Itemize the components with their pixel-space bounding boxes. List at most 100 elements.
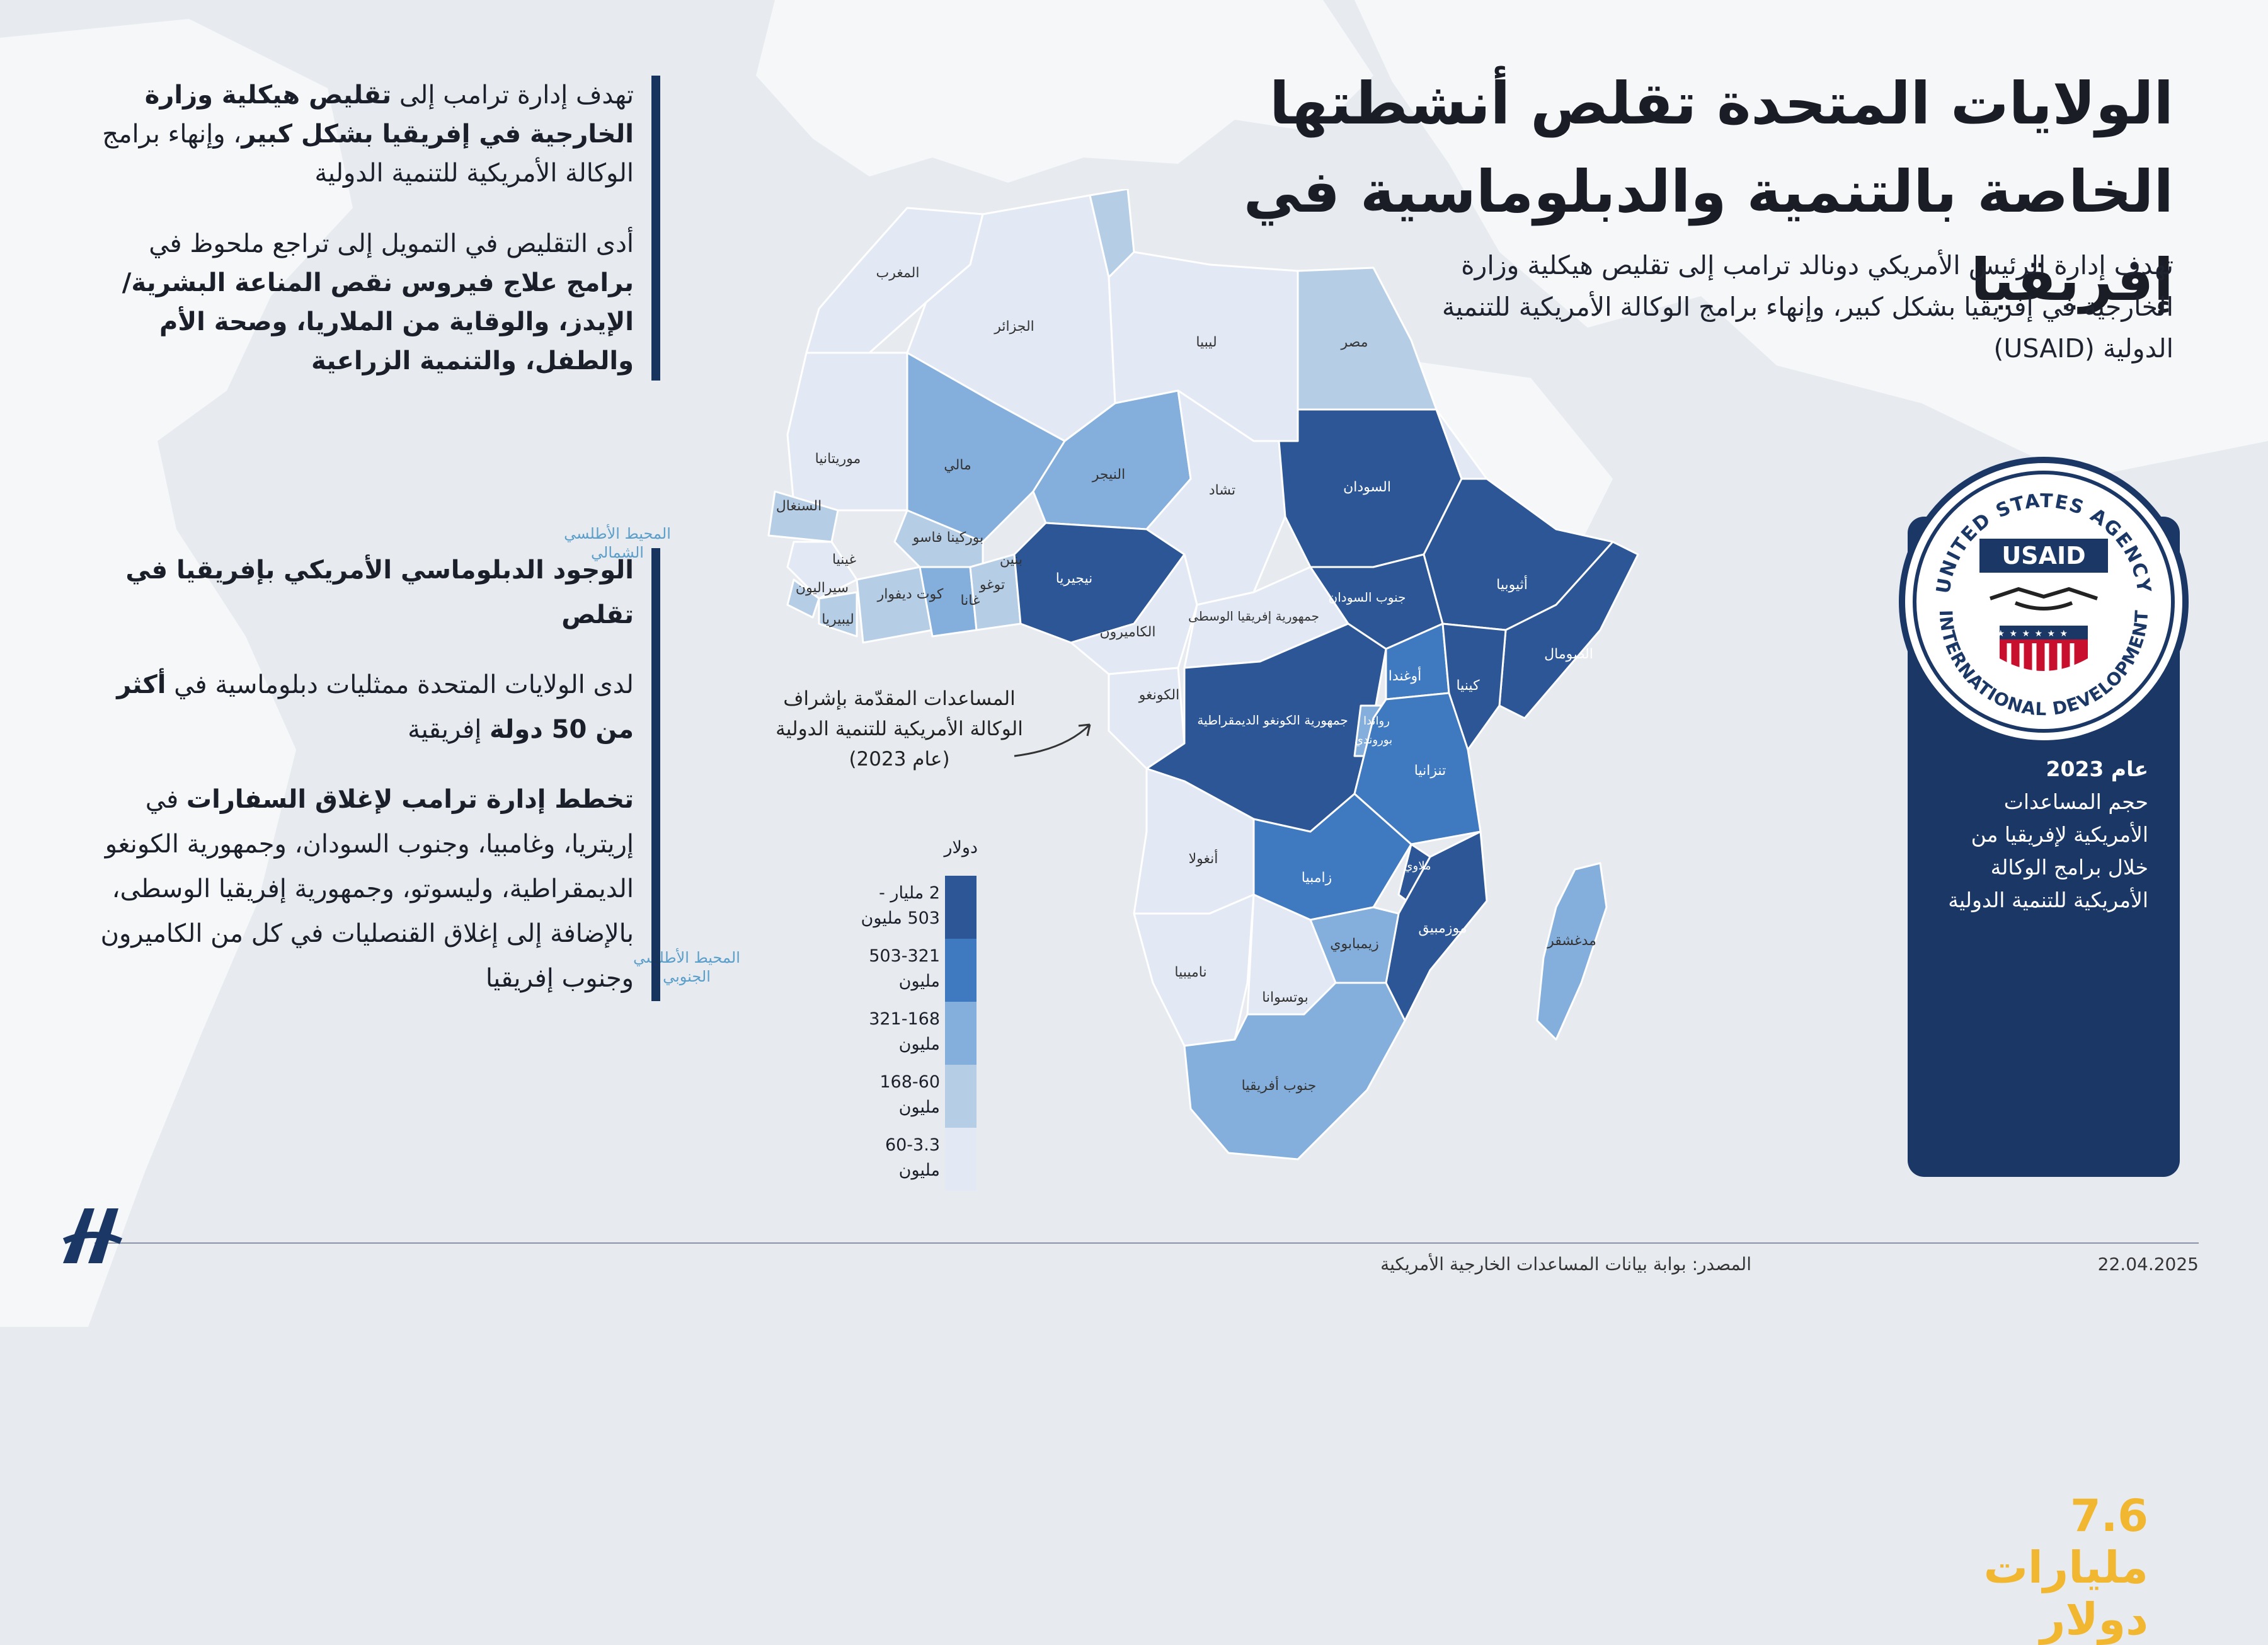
- usaid-description: عام 2023 حجم المساعدات الأمريكية لإفريقي…: [1934, 753, 2148, 917]
- legend-swatch: [945, 1065, 976, 1128]
- label-guinea: غينيا: [832, 552, 856, 568]
- label-mauritania: موريتانيا: [815, 451, 861, 467]
- country-labels: المغرب الجزائر ليبيا مصر موريتانيا مالي …: [776, 265, 1596, 1094]
- country-sierra-leone: [786, 578, 820, 619]
- label-nigeria: نيجيريا: [1056, 571, 1093, 587]
- label-south-sudan: جنوب السودان: [1329, 590, 1406, 605]
- aa-logo-icon: [62, 1208, 123, 1263]
- legend-item: 321-168 مليون: [869, 1002, 976, 1065]
- country-namibia: [1133, 893, 1255, 1047]
- publish-date: 22.04.2025: [2097, 1254, 2199, 1275]
- label-madagascar: مدغشقر: [1547, 933, 1596, 949]
- country-mauritania: [786, 352, 908, 512]
- svg-text:★: ★: [2009, 629, 2017, 639]
- country-egypt: [1297, 267, 1438, 411]
- source-note: المصدر: بوابة بيانات المساعدات الخارجية …: [1380, 1254, 1751, 1275]
- svg-text:★: ★: [2047, 629, 2055, 639]
- info-panel-top-paragraph-2: أدى التقليص في التمويل إلى تراجع ملحوظ ف…: [122, 229, 634, 375]
- country-madagascar: [1536, 862, 1608, 1041]
- legend-item: 168-60 مليون: [877, 1065, 976, 1128]
- usaid-amount-block: 7.6 مليارات دولار: [1984, 1490, 2148, 1645]
- label-somalia: الصومال: [1544, 646, 1593, 662]
- legend-unit: دولار: [944, 838, 978, 857]
- legend-label: 2 مليار - 503 مليون: [861, 883, 940, 928]
- label-burkina: بوركينا فاسو: [912, 530, 984, 546]
- legend-item: 60-3.3 مليون: [877, 1128, 976, 1191]
- info-panel-top-paragraph-1: تهدف إدارة ترامب إلى تقليص هيكلية وزارة …: [102, 81, 634, 188]
- label-botswana: بوتسوانا: [1262, 990, 1309, 1006]
- usaid-amount: 7.6: [2070, 1490, 2148, 1542]
- label-angola: أنغولا: [1189, 849, 1218, 867]
- label-chad: تشاد: [1209, 483, 1235, 498]
- legend-label: 321-168 مليون: [869, 1009, 940, 1054]
- legend-swatch: [945, 1128, 976, 1191]
- label-sudan: السودان: [1343, 479, 1391, 495]
- info-panel-bottom-paragraph-2: تخطط إدارة ترامب لإغلاق السفارات في إريت…: [100, 785, 634, 993]
- annotation-arrowhead: [1078, 723, 1091, 737]
- usaid-year: عام 2023: [2046, 757, 2148, 781]
- country-tanzania: [1353, 692, 1482, 845]
- usaid-seal-graphic: UNITED STATES AGENCY INTERNATIONAL DEVEL…: [1913, 471, 2175, 733]
- ocean-label-south: المحيط الأطلسي الجنوبي: [633, 949, 740, 985]
- country-somalia: [1498, 541, 1639, 719]
- seal-name: USAID: [2002, 542, 2085, 570]
- page-subtitle: تهدف إدارة الرئيس الأمريكي دونالد ترامب …: [1441, 250, 2174, 364]
- label-niger: النيجر: [1092, 467, 1125, 483]
- asia-landmass: [1354, 0, 2268, 479]
- country-south-africa: [1183, 982, 1406, 1161]
- label-rwanda: رواندا: [1363, 714, 1390, 728]
- label-tanzania: تنزانيا: [1414, 763, 1446, 779]
- americas-landmass: [0, 19, 353, 1327]
- label-kenya: كينيا: [1456, 678, 1480, 694]
- stars-and-stripes-icon: ★ ★ ★ ★ ★ ★: [1996, 626, 2088, 673]
- label-algeria: الجزائر: [994, 319, 1034, 335]
- usaid-stat-card: UNITED STATES AGENCY INTERNATIONAL DEVEL…: [1899, 457, 2189, 1645]
- usaid-amount-unit-1: مليارات: [1983, 1542, 2148, 1593]
- info-panel-top: تهدف إدارة ترامب إلى تقليص هيكلية وزارة …: [79, 76, 660, 381]
- country-liberia: [818, 591, 858, 638]
- legend-swatch: [945, 876, 976, 939]
- page-title: الولايات المتحدة تقلص أنشطتها الخاصة بال…: [1243, 70, 2174, 314]
- annotation-arrow: [1014, 723, 1091, 757]
- label-south-africa: جنوب أفريقيا: [1242, 1076, 1317, 1094]
- label-cote-divoire: كوت ديفوار: [877, 587, 944, 602]
- label-congo: الكونغو: [1138, 687, 1179, 703]
- label-sierra-leone: سيراليون: [796, 580, 849, 596]
- legend-label: 503-321 مليون: [869, 946, 940, 991]
- label-mali: مالي: [944, 457, 971, 473]
- handshake-icon: [1990, 587, 2098, 610]
- label-mozambique: موزمبيق: [1418, 920, 1467, 936]
- label-cameroon: الكاميرون: [1099, 624, 1155, 640]
- label-senegal: السنغال: [776, 498, 822, 514]
- label-benin: بنين: [1000, 552, 1022, 568]
- label-zimbabwe: زيمبابوي: [1330, 936, 1379, 952]
- info-panel-bottom: الوجود الدبلوماسي الأمريكي بإفريقيا في ت…: [86, 548, 660, 1001]
- map-annotation: المساعدات المقدّمة بإشراف الوكالة الأمري…: [776, 687, 1023, 771]
- label-morocco: المغرب: [876, 265, 920, 281]
- label-drc: جمهورية الكونغو الديمقراطية: [1197, 713, 1348, 728]
- label-liberia: ليبيريا: [822, 612, 854, 628]
- label-car: جمهورية إفريقيا الوسطى: [1188, 609, 1319, 624]
- label-togo: توغو: [979, 577, 1005, 593]
- label-namibia: ناميبيا: [1174, 965, 1206, 980]
- label-ghana: غانا: [960, 593, 980, 609]
- info-panel-bottom-heading: الوجود الدبلوماسي الأمريكي بإفريقيا في ت…: [125, 556, 634, 629]
- label-zambia: زامبيا: [1302, 870, 1332, 886]
- label-uganda: أوغندا: [1389, 667, 1422, 684]
- ocean-label-north: المحيط الأطلسي الشمالي: [564, 525, 671, 561]
- legend-swatch: [945, 939, 976, 1002]
- info-panel-bottom-paragraph-1: لدى الولايات المتحدة ممثليات دبلوماسية ف…: [117, 670, 634, 744]
- usaid-amount-unit-2: دولار: [2040, 1593, 2148, 1645]
- legend-item: 503-321 مليون: [869, 939, 976, 1002]
- legend-item: 2 مليار - 503 مليون: [861, 876, 976, 939]
- svg-text:★: ★: [2059, 629, 2068, 639]
- svg-text:★: ★: [2022, 629, 2030, 639]
- label-egypt: مصر: [1340, 335, 1368, 350]
- label-malawi: ملاوي: [1404, 859, 1431, 873]
- world-map-background: [0, 0, 2268, 1327]
- label-libya: ليبيا: [1196, 335, 1217, 350]
- footer-divider: [94, 1242, 2199, 1244]
- svg-text:★: ★: [2034, 629, 2042, 639]
- country-guinea: [786, 541, 858, 600]
- label-burundi: بوروندي: [1354, 733, 1392, 747]
